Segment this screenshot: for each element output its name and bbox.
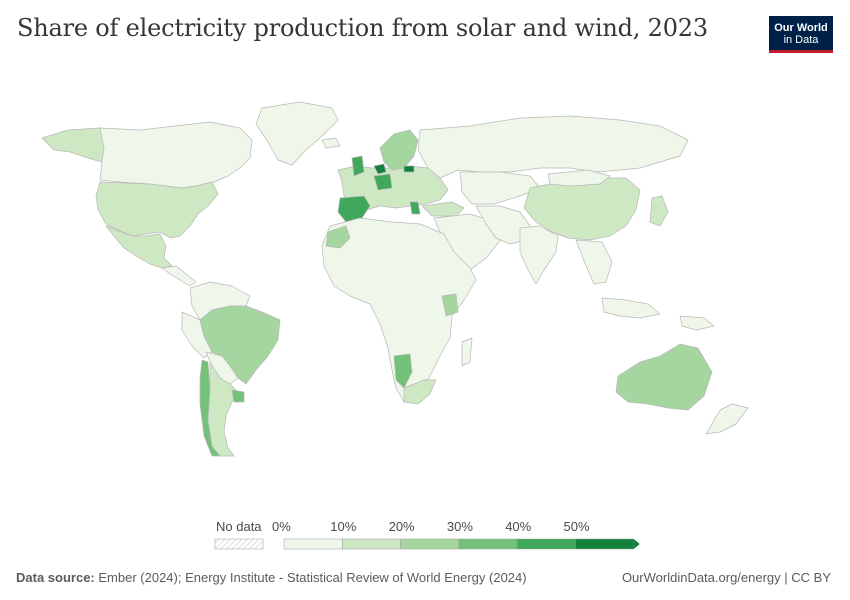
data-source: Data source: Ember (2024); Energy Instit… [16, 570, 527, 585]
legend-tick-1: 10% [330, 519, 357, 534]
data-source-label: Data source: [16, 570, 95, 585]
country-lithuania [403, 165, 415, 173]
legend-bin-4 [516, 538, 576, 550]
data-source-text: Ember (2024); Energy Institute - Statist… [98, 570, 527, 585]
legend-tick-0: 0% [272, 519, 291, 534]
country-russia [417, 115, 689, 179]
country-brazil [199, 305, 281, 385]
chart-title: Share of electricity production from sol… [17, 14, 708, 42]
country-kenya [441, 293, 459, 317]
country-turkey [421, 201, 465, 217]
country-south-africa [403, 379, 437, 405]
legend-bin-5 [575, 538, 635, 550]
region-central-america [161, 265, 197, 287]
country-uruguay [231, 389, 245, 403]
legend-bin-3 [458, 538, 518, 550]
country-canada [67, 121, 253, 189]
logo-line1: Our World [774, 22, 828, 34]
region-new-guinea [679, 315, 715, 331]
country-namibia [393, 353, 413, 389]
footer-link[interactable]: OurWorldinData.org/energy | CC BY [621, 570, 831, 585]
country-greenland [255, 101, 339, 166]
country-mongolia [547, 169, 611, 187]
country-iceland [321, 137, 341, 149]
owid-logo[interactable]: Our World in Data [769, 16, 833, 53]
country-argentina [207, 361, 239, 457]
country-mexico [105, 225, 173, 269]
legend-no-data-swatch [214, 538, 264, 550]
legend-tick-5: 50% [563, 519, 590, 534]
country-madagascar [461, 337, 473, 367]
legend-bin-0 [283, 538, 343, 550]
legend-tick-3: 30% [446, 519, 473, 534]
country-usa [95, 181, 219, 239]
legend-bins [283, 538, 640, 550]
country-japan [649, 195, 669, 227]
legend-bin-2 [400, 538, 460, 550]
region-central-asia [459, 171, 541, 205]
country-australia [615, 343, 713, 411]
country-denmark [373, 163, 387, 175]
region-southeast-asia [575, 239, 613, 285]
country-alaska [41, 127, 105, 163]
country-morocco [325, 225, 351, 249]
country-india [519, 225, 559, 285]
legend-tick-2: 20% [388, 519, 415, 534]
region-africa [321, 217, 477, 403]
country-spain [337, 195, 371, 223]
country-uk [351, 155, 365, 177]
country-germany [373, 173, 393, 191]
legend-arrow-tip [633, 539, 640, 549]
world-map[interactable] [0, 90, 850, 470]
legend-bin-1 [342, 538, 401, 550]
logo-line2: in Data [783, 34, 819, 46]
region-indonesia [601, 297, 661, 319]
country-greece [409, 201, 421, 215]
legend-tick-4: 40% [505, 519, 532, 534]
region-scandinavia [379, 129, 419, 171]
country-new-zealand [705, 403, 749, 435]
legend-no-data-label: No data [216, 519, 262, 534]
